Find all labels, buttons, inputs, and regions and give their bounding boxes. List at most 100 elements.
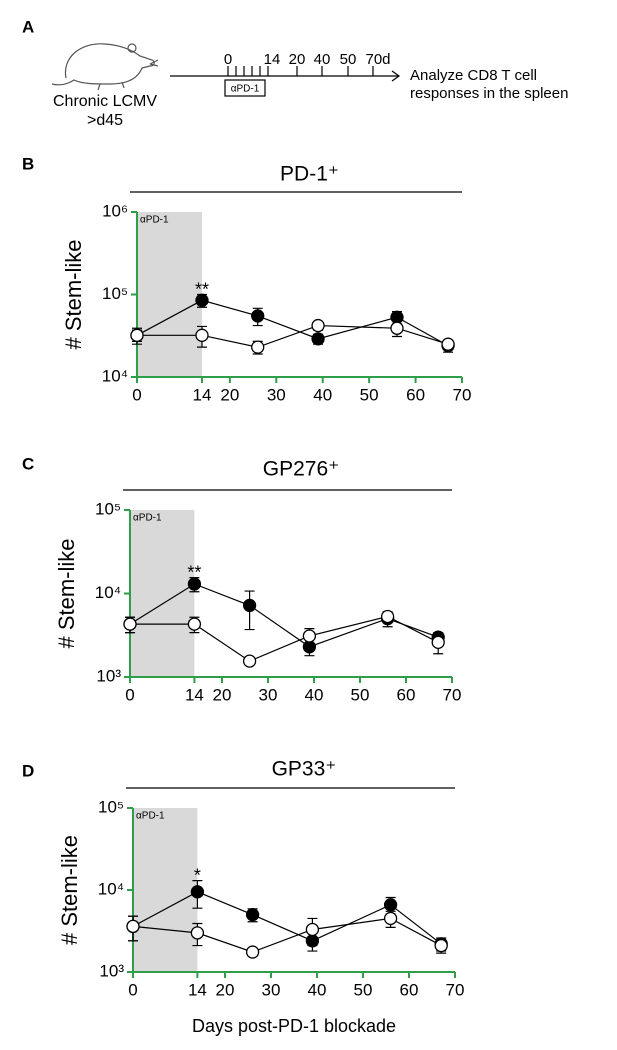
y-tick-label: 10⁶ xyxy=(102,201,128,220)
series-line xyxy=(129,583,439,648)
x-tick-label: 0 xyxy=(128,980,137,999)
x-tick-label: 20 xyxy=(216,980,235,999)
data-point xyxy=(187,617,202,631)
data-point xyxy=(245,908,260,922)
x-tick-label: 14 xyxy=(193,385,212,404)
data-point xyxy=(311,332,325,346)
shade-label: αPD-1 xyxy=(133,513,162,524)
series-line xyxy=(130,615,439,662)
panel-letter: A xyxy=(22,17,34,36)
series-line xyxy=(132,917,442,953)
y-axis-label: # Stem-like xyxy=(54,538,79,648)
data-point xyxy=(251,309,265,323)
x-tick-label: 50 xyxy=(354,980,373,999)
x-tick-label: 70 xyxy=(443,685,462,704)
x-tick-label: 60 xyxy=(406,385,425,404)
data-point xyxy=(390,310,404,324)
data-point xyxy=(187,577,202,591)
data-point xyxy=(195,328,209,342)
data-point xyxy=(383,911,398,926)
series-line xyxy=(136,299,449,347)
data-point xyxy=(305,934,320,948)
x-tick-label: 50 xyxy=(360,385,379,404)
x-tick-label: 40 xyxy=(305,685,324,704)
infection-label: Chronic LCMV xyxy=(53,93,157,110)
x-tick-label: 60 xyxy=(397,685,416,704)
data-point xyxy=(130,328,144,342)
mouse-icon xyxy=(51,43,159,91)
timeline-tick: 70d xyxy=(365,51,390,68)
data-point xyxy=(311,318,325,333)
readout-label: Analyze CD8 T cell xyxy=(410,67,537,84)
data-point xyxy=(380,609,395,624)
x-tick-label: 40 xyxy=(313,385,332,404)
data-point xyxy=(245,945,260,959)
x-tick-label: 14 xyxy=(185,685,204,704)
data-point xyxy=(431,635,445,649)
timeline xyxy=(170,66,401,97)
x-tick-label: 30 xyxy=(267,385,286,404)
y-tick-label: 10⁵ xyxy=(98,797,124,816)
readout-label: responses in the spleen xyxy=(410,85,568,102)
data-point xyxy=(441,337,455,351)
x-tick-label: 70 xyxy=(453,385,472,404)
series-line xyxy=(137,324,449,348)
significance-annotation: ** xyxy=(187,562,201,582)
timepoint-label: >d45 xyxy=(87,112,123,129)
data-point xyxy=(305,922,320,937)
significance-annotation: * xyxy=(194,865,201,885)
data-point xyxy=(302,629,317,643)
y-tick-label: 10⁴ xyxy=(102,366,128,385)
shade-label: αPD-1 xyxy=(140,215,169,226)
shade-label: αPD-1 xyxy=(136,811,165,822)
data-point xyxy=(242,654,257,668)
timeline-tick: 40 xyxy=(314,51,331,68)
data-point xyxy=(434,938,448,953)
panel-letter: D xyxy=(22,761,34,780)
data-point xyxy=(126,919,140,934)
treatment-label: αPD-1 xyxy=(231,84,260,95)
chart-title: PD-1⁺ xyxy=(280,163,339,186)
timeline-tick: 0 xyxy=(224,51,232,68)
x-tick-label: 14 xyxy=(188,980,207,999)
treatment-shade xyxy=(130,510,195,677)
y-axis-label: # Stem-like xyxy=(61,239,86,349)
y-tick-label: 10³ xyxy=(99,961,124,980)
data-point xyxy=(242,598,257,613)
chart-title: GP33⁺ xyxy=(272,758,337,781)
series-line xyxy=(132,891,442,945)
data-point xyxy=(190,926,205,940)
panel-letter: B xyxy=(22,154,34,173)
timeline-tick: 20 xyxy=(289,51,306,68)
y-tick-label: 10³ xyxy=(96,666,121,685)
data-point xyxy=(190,885,205,899)
treatment-shade xyxy=(133,808,198,972)
data-point xyxy=(383,898,398,912)
x-tick-label: 0 xyxy=(132,385,141,404)
treatment-shade xyxy=(137,212,202,377)
x-tick-label: 50 xyxy=(351,685,370,704)
x-axis-label: Days post-PD-1 blockade xyxy=(192,1016,396,1036)
y-tick-label: 10⁴ xyxy=(95,583,121,602)
x-tick-label: 70 xyxy=(446,980,465,999)
y-tick-label: 10⁴ xyxy=(98,879,124,898)
x-tick-label: 40 xyxy=(308,980,327,999)
data-point xyxy=(251,340,265,354)
data-point xyxy=(195,293,209,307)
data-point xyxy=(123,617,137,631)
timeline-tick: 14 xyxy=(264,51,281,68)
x-tick-label: 30 xyxy=(259,685,278,704)
significance-annotation: ** xyxy=(195,279,209,299)
x-tick-label: 0 xyxy=(125,685,134,704)
y-tick-label: 10⁵ xyxy=(102,284,128,303)
timeline-tick: 50 xyxy=(340,51,357,68)
chart-title: GP276⁺ xyxy=(263,458,339,481)
y-tick-label: 10⁵ xyxy=(95,499,121,518)
x-tick-label: 20 xyxy=(213,685,232,704)
y-axis-label: # Stem-like xyxy=(57,835,82,945)
panel-letter: C xyxy=(22,454,34,473)
x-tick-label: 60 xyxy=(400,980,419,999)
x-tick-label: 20 xyxy=(220,385,239,404)
x-tick-label: 30 xyxy=(262,980,281,999)
